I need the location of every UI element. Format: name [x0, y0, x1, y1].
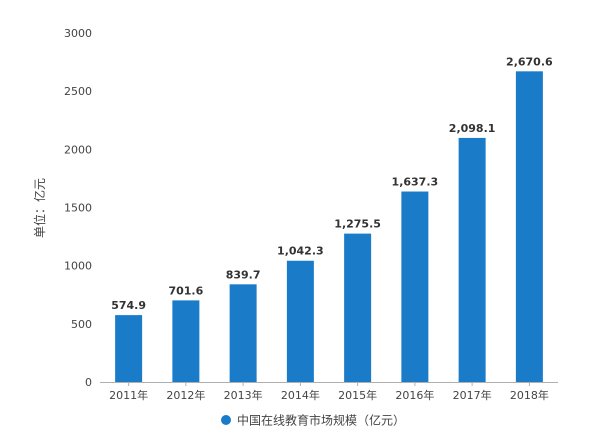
- y-tick-label: 0: [85, 376, 92, 389]
- x-tick-label: 2016年: [395, 388, 434, 402]
- y-axis-label: 单位：亿元: [32, 178, 47, 238]
- y-tick-label: 3000: [64, 27, 92, 40]
- bar-value-label: 839.7: [226, 268, 261, 281]
- bar: [286, 260, 314, 382]
- bar-value-label: 1,275.5: [334, 218, 381, 231]
- bar: [515, 71, 543, 383]
- y-tick-label: 1500: [64, 202, 92, 215]
- x-tick-label: 2017年: [453, 388, 492, 402]
- bar-value-label: 1,637.3: [392, 176, 439, 189]
- x-tick-label: 2012年: [166, 388, 205, 402]
- bar: [172, 300, 200, 382]
- y-tick-label: 500: [71, 318, 92, 331]
- bar-value-label: 1,042.3: [277, 245, 324, 258]
- bar-value-label: 2,098.1: [449, 122, 496, 135]
- x-tick-label: 2011年: [109, 388, 148, 402]
- y-tick-label: 2000: [64, 143, 92, 156]
- x-tick-label: 2018年: [510, 388, 549, 402]
- bar: [115, 315, 143, 382]
- bar-value-label: 574.9: [111, 299, 146, 312]
- y-tick-label: 2500: [64, 85, 92, 98]
- legend: 中国在线教育市场规模（亿元）: [221, 413, 405, 428]
- bar-value-label: 701.6: [168, 284, 203, 297]
- bar-value-label: 2,670.6: [506, 55, 553, 68]
- bars-layer: 574.9 2011年 701.6 2012年 839.7 2013年 1,042.3 201…: [109, 55, 553, 402]
- bar: [344, 233, 372, 382]
- bar: [458, 137, 486, 382]
- bar: [401, 191, 429, 382]
- bar: [229, 284, 257, 382]
- legend-label: 中国在线教育市场规模（亿元）: [237, 413, 405, 428]
- legend-marker: [221, 415, 231, 425]
- x-tick-label: 2013年: [224, 388, 263, 402]
- y-tick-label: 1000: [64, 260, 92, 273]
- x-tick-label: 2015年: [338, 388, 377, 402]
- x-tick-label: 2014年: [281, 388, 320, 402]
- y-axis: 0 500 1000 1500 2000 2500 3000: [64, 27, 92, 389]
